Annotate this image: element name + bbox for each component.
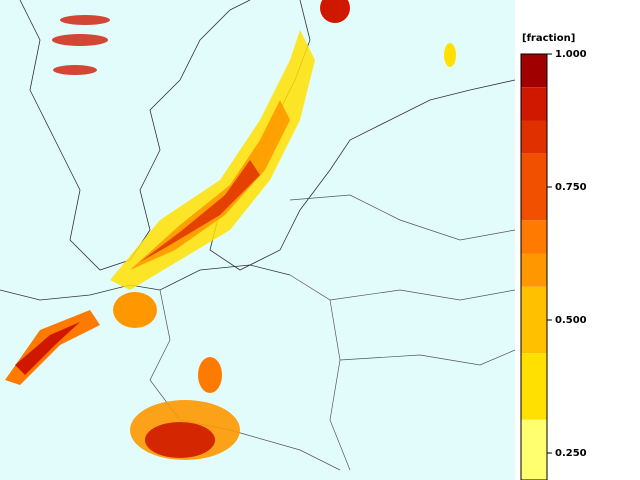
colorbar-segment xyxy=(521,253,547,287)
colorbar-segment xyxy=(521,54,547,88)
border xyxy=(329,289,516,301)
field-area xyxy=(444,43,456,67)
field-area xyxy=(110,30,315,290)
colorbar-tick-label: 0.750 xyxy=(555,182,587,193)
precip-field xyxy=(5,0,456,460)
colorbar-segment xyxy=(521,120,547,154)
field-area xyxy=(113,292,157,328)
border xyxy=(289,194,516,241)
colorbar-segment xyxy=(521,87,547,121)
colorbar-frame xyxy=(520,53,548,480)
field-area xyxy=(198,357,222,393)
colorbar-segment xyxy=(521,286,547,354)
coastline xyxy=(0,264,291,301)
colorbar-segment xyxy=(521,153,547,221)
colorbar-segment xyxy=(521,353,547,420)
field-area xyxy=(52,34,108,46)
border xyxy=(339,349,516,366)
field-area xyxy=(15,322,80,375)
map-background xyxy=(0,0,515,480)
colorbar-segment xyxy=(521,419,547,480)
map xyxy=(0,0,516,480)
colorbar-tick-label: 0.250 xyxy=(555,448,587,459)
colorbar-tick-label: 1.000 xyxy=(555,49,587,60)
field-area xyxy=(130,100,290,270)
field-area xyxy=(53,65,97,75)
field-area xyxy=(320,0,350,23)
field-area xyxy=(60,15,110,25)
colorbar-segment xyxy=(521,220,547,254)
colorbar-tick-label: 0.500 xyxy=(555,315,587,326)
field-area xyxy=(145,422,215,458)
field-area xyxy=(140,160,260,262)
colorbar-label: [fraction] xyxy=(522,33,575,44)
